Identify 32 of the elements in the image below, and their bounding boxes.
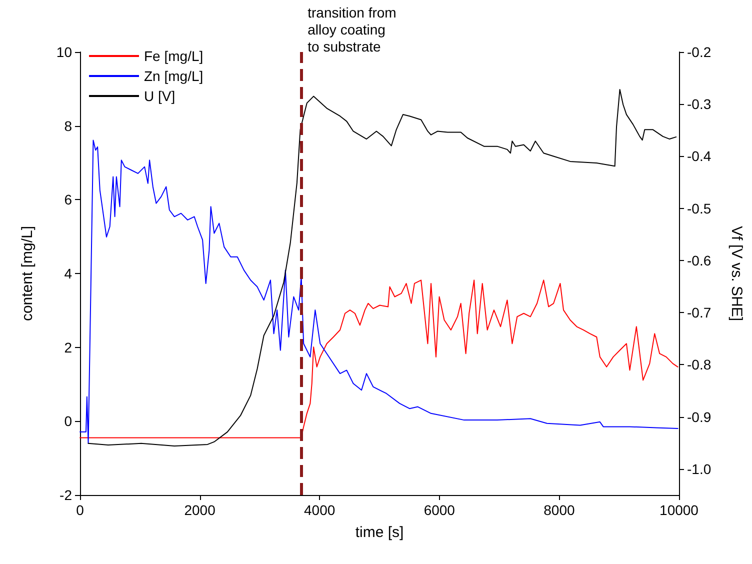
y2-tick-label: -0.4 [687, 148, 712, 164]
x-tick-label: 4000 [304, 502, 336, 518]
y-tick-label: 6 [64, 192, 72, 208]
y2-tick-label: -0.7 [687, 304, 712, 321]
y-tick-label: 0 [64, 413, 72, 430]
x-axis-title: time [s] [355, 524, 404, 541]
line-series [88, 89, 677, 447]
line-series [80, 140, 678, 444]
legend-label: U [V] [144, 88, 176, 104]
x-tick-label: 10000 [660, 502, 699, 518]
y2-axis-title: Vf [V vs. SHE] [728, 226, 745, 322]
y2-tick-label: -0.9 [687, 408, 712, 425]
y-tick-label: 2 [64, 339, 72, 356]
y-tick-label: 4 [64, 266, 72, 282]
x-tick-label: 6000 [424, 502, 456, 518]
x-tick-label: 8000 [544, 502, 575, 518]
y2-tick-label: -0.3 [687, 96, 712, 112]
y-tick-label: -2 [60, 487, 72, 503]
y-tick-label: 10 [56, 44, 72, 60]
y-axis-title: content [mg/L] [19, 226, 36, 322]
y-tick-label: 8 [64, 118, 72, 134]
x-tick-label: 2000 [184, 502, 216, 518]
legend-label: Zn [mg/L] [144, 68, 204, 84]
y2-tick-label: -0.8 [687, 356, 712, 373]
legend-label: Fe [mg/L] [144, 48, 204, 64]
line-series [80, 280, 678, 438]
y2-tick-label: -0.5 [687, 200, 712, 216]
y2-tick-label: -1.0 [687, 460, 712, 477]
x-tick-label: 0 [76, 502, 84, 518]
y2-tick-label: -0.2 [687, 44, 712, 60]
y2-tick-label: -0.6 [687, 252, 712, 268]
ref-line-label: transition from alloy coating to substrate [308, 4, 396, 54]
